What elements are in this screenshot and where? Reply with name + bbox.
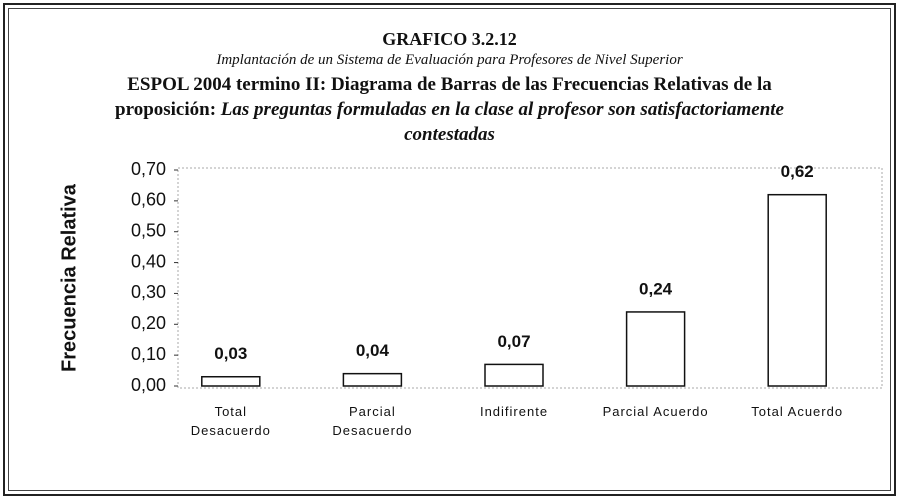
x-tick-label: Parcial Acuerdo <box>602 404 709 419</box>
chart-title-block: ESPOL 2004 termino II: Diagrama de Barra… <box>100 72 800 147</box>
data-label: 0,04 <box>356 341 390 360</box>
y-tick-label: 0,30 <box>131 282 166 302</box>
chart-title: ESPOL 2004 termino II: Diagrama de Barra… <box>115 74 772 120</box>
chart-subtitle: Implantación de un Sistema de Evaluación… <box>216 52 683 68</box>
bar <box>201 375 261 387</box>
y-axis-label: Frecuencia Relativa <box>58 183 80 372</box>
y-tick-label: 0,40 <box>131 251 166 271</box>
bar <box>484 363 544 387</box>
data-label: 0,24 <box>639 279 673 298</box>
x-tick-label: Indifirente <box>479 404 549 419</box>
chart-heading: GRAFICO 3.2.12 <box>382 29 517 49</box>
plot-area <box>177 167 883 389</box>
y-tick-label: 0,50 <box>131 220 166 240</box>
y-tick-label: 0,70 <box>131 159 166 179</box>
y-tick-label: 0,20 <box>131 313 166 333</box>
data-label: 0,62 <box>781 162 814 181</box>
x-tick-label: Parcial Desacuerdo <box>332 404 413 438</box>
y-tick-label: 0,00 <box>131 375 166 395</box>
data-label: 0,03 <box>214 344 247 363</box>
header: GRAFICO 3.2.12 Implantación de un Sistem… <box>0 28 899 147</box>
x-tick-label: Total Acuerdo <box>751 404 844 419</box>
frame <box>3 3 896 496</box>
bar <box>767 193 827 387</box>
x-tick-label: Total Desacuerdo <box>190 404 271 438</box>
bar <box>625 311 686 387</box>
data-label: 0,07 <box>497 332 530 351</box>
y-tick-label: 0,10 <box>131 344 166 364</box>
bar <box>342 372 403 387</box>
chart-proposition: Las preguntas formuladas en la clase al … <box>220 99 784 145</box>
frame <box>8 8 891 491</box>
y-tick-label: 0,60 <box>131 190 166 210</box>
